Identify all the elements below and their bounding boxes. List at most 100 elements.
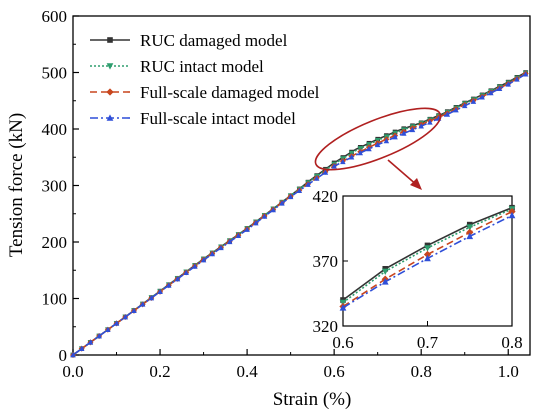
data-point	[461, 102, 468, 109]
data-point	[340, 158, 346, 165]
y-tick-label: 600	[42, 7, 68, 26]
y-tick-label: 200	[42, 233, 68, 252]
data-point	[122, 314, 128, 320]
inset-data-point	[466, 232, 474, 240]
data-point	[174, 276, 181, 282]
y-tick-label: 300	[42, 177, 68, 196]
legend-label: RUC intact model	[140, 57, 264, 76]
legend-label: Full-scale damaged model	[140, 83, 320, 102]
data-point	[522, 71, 529, 77]
data-point	[392, 134, 398, 140]
data-point	[279, 200, 285, 206]
legend-marker	[106, 114, 114, 121]
data-point	[401, 130, 407, 136]
data-point	[427, 119, 433, 125]
data-point	[444, 111, 451, 117]
zoom-highlight-ellipse	[314, 107, 442, 171]
inset-data-point	[508, 211, 516, 219]
data-point	[479, 94, 485, 100]
data-point	[253, 220, 259, 226]
data-point	[209, 250, 216, 257]
data-point	[235, 232, 242, 238]
y-axis-label: Tension force (kN)	[6, 113, 27, 257]
x-tick-label: 0.6	[324, 362, 345, 381]
data-point	[148, 295, 155, 301]
inset-data-point	[424, 254, 431, 262]
data-point	[374, 141, 381, 148]
x-axis-label: Strain (%)	[273, 389, 352, 410]
x-tick-label: 0.8	[411, 362, 432, 381]
data-point	[296, 187, 303, 193]
legend-label: Full-scale intact model	[140, 109, 296, 128]
inset-y-tick-label: 370	[313, 252, 339, 271]
data-point	[270, 206, 276, 213]
data-point	[409, 126, 416, 133]
data-point	[496, 85, 503, 91]
data-point	[348, 154, 355, 160]
data-point	[165, 282, 172, 288]
data-point	[366, 145, 372, 152]
x-tick-label: 0.4	[236, 362, 258, 381]
data-point	[157, 288, 163, 295]
data-point	[514, 76, 520, 82]
data-point	[453, 107, 459, 113]
main-plot-area: 0.0 0.2 0.4 0.6 0.8 1.0 0 100 200 300 400 500 600	[42, 7, 531, 381]
data-point	[105, 326, 111, 332]
data-point	[287, 193, 294, 200]
inset-x-tick-label: 0.6	[332, 333, 353, 352]
data-point	[383, 137, 390, 144]
data-point	[470, 98, 477, 104]
legend-entry-full-scale-damaged-model: Full-scale damaged model	[90, 83, 320, 102]
inset-y-tick-label: 420	[313, 187, 339, 206]
data-point	[218, 244, 224, 251]
data-point	[418, 123, 424, 129]
data-point	[488, 89, 494, 96]
legend-marker	[106, 63, 114, 70]
data-point	[226, 238, 233, 245]
inset-data-point	[381, 268, 389, 276]
y-tick-label: 0	[59, 346, 68, 365]
y-tick-label: 500	[42, 64, 68, 83]
y-tick-label: 100	[42, 290, 68, 309]
zoom-arrow-line	[387, 159, 419, 187]
data-point	[87, 339, 94, 345]
inset-data-point	[466, 224, 474, 231]
data-point	[331, 163, 337, 169]
inset-data-point	[508, 207, 516, 216]
data-point	[244, 226, 250, 232]
data-point	[200, 257, 207, 263]
legend-marker	[106, 88, 114, 96]
inset-x-tick-label: 0.7	[417, 333, 439, 352]
zoom-arrow-head	[410, 178, 422, 190]
inset-data-point	[424, 245, 431, 252]
legend-marker	[107, 37, 113, 43]
legend-label: RUC damaged model	[140, 31, 288, 50]
data-point	[313, 175, 320, 181]
data-point	[505, 81, 511, 87]
x-tick-label: 1.0	[498, 362, 519, 381]
y-tick-label: 400	[42, 120, 68, 139]
data-point	[305, 181, 311, 187]
x-tick-label: 0.2	[149, 362, 170, 381]
data-point	[96, 333, 102, 339]
inset-data-point	[466, 228, 474, 237]
legend: RUC damaged model RUC intact model Full-sc…	[90, 31, 320, 128]
inset-series-full-scale-intact-model	[339, 211, 516, 311]
x-tick-label: 0.0	[62, 362, 83, 381]
legend-entry-ruc-intact-model: RUC intact model	[90, 57, 264, 76]
data-point	[183, 269, 189, 276]
legend-entry-ruc-damaged-model: RUC damaged model	[90, 31, 288, 50]
data-point	[357, 149, 364, 156]
inset-data-point	[423, 250, 432, 259]
series-full-scale-intact-model	[70, 71, 529, 358]
data-point	[322, 169, 329, 175]
inset-data-point	[339, 304, 347, 311]
data-point	[78, 345, 85, 351]
data-point	[261, 213, 268, 219]
inset-data-point	[381, 278, 389, 285]
data-point	[113, 320, 120, 326]
legend-entry-full-scale-intact-model: Full-scale intact model	[90, 109, 296, 128]
inset-plot-area: 0.6 0.7 0.8 320 370 420	[313, 107, 523, 352]
data-point	[70, 352, 76, 358]
